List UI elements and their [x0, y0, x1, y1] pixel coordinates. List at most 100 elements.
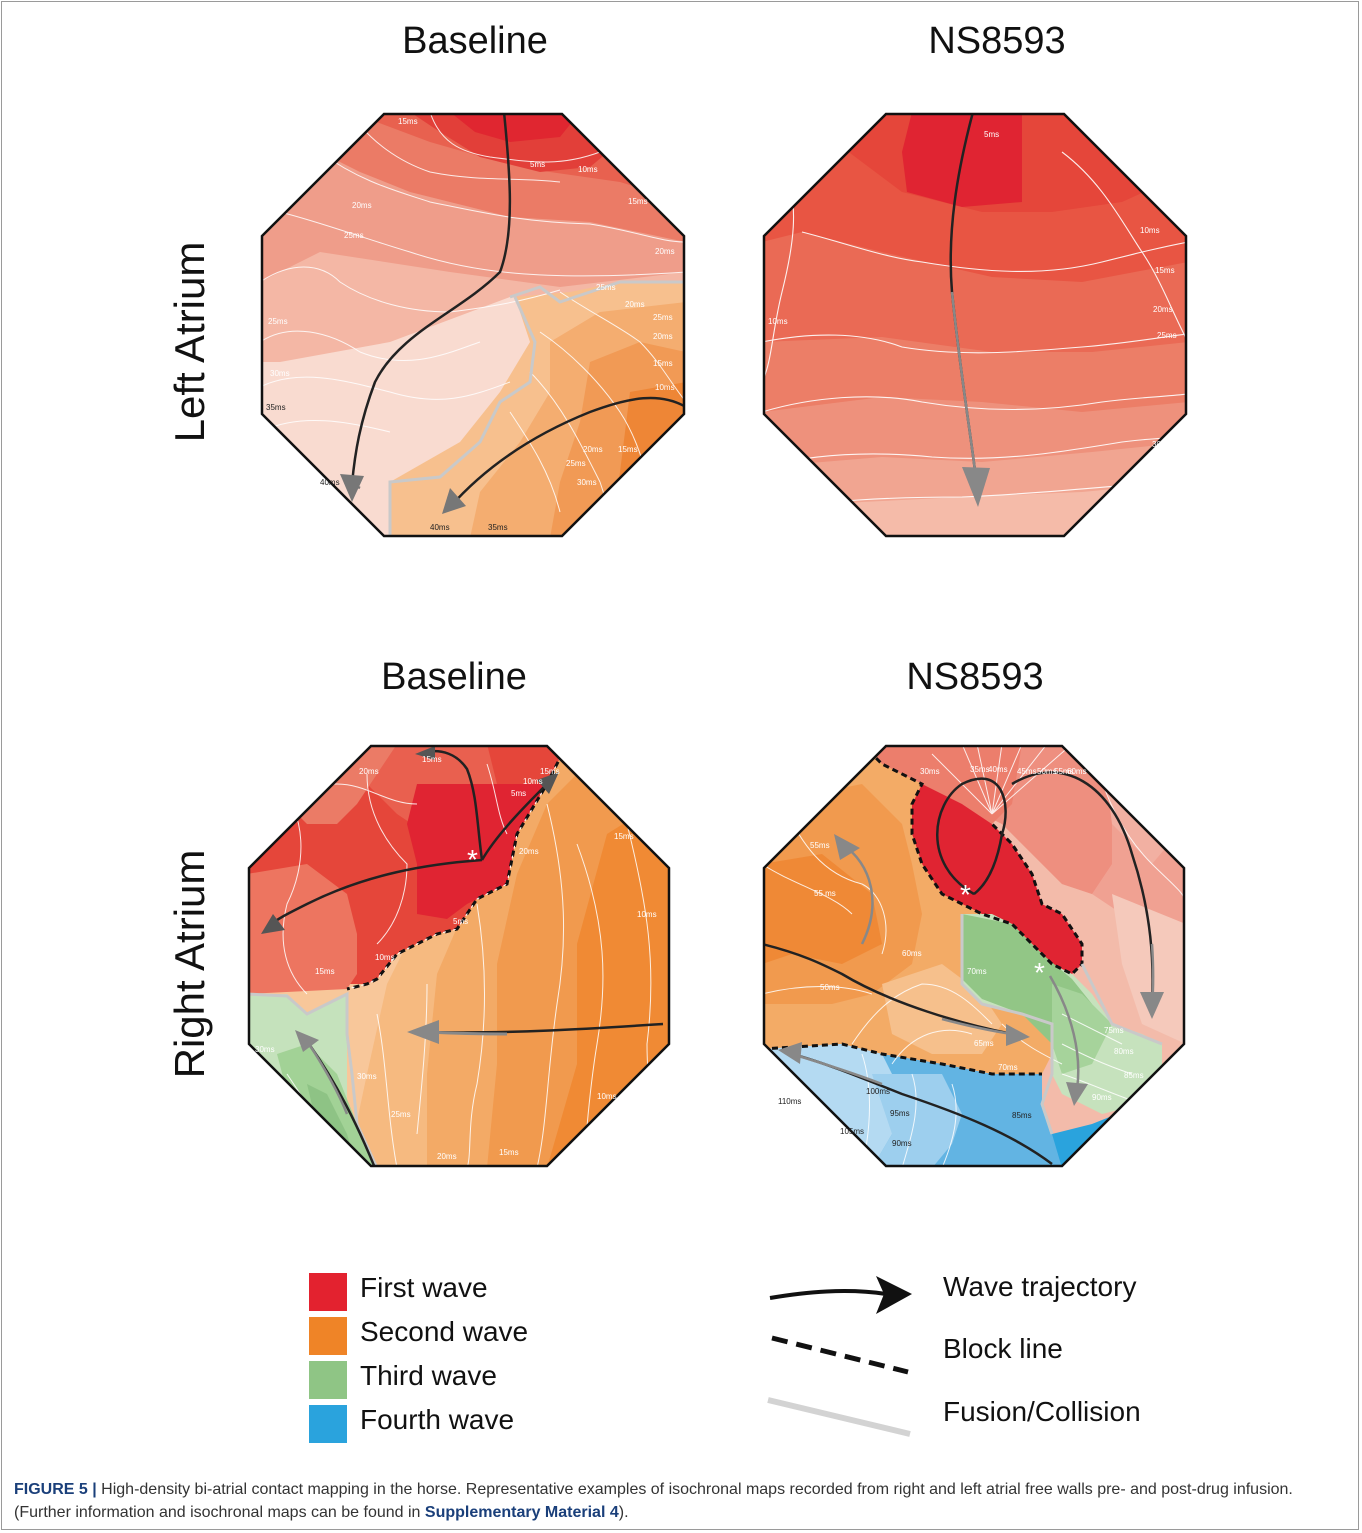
iso-label: 15ms [315, 967, 335, 976]
legend-block-line: Block line [943, 1333, 1063, 1364]
legend-fourth-wave: Fourth wave [360, 1404, 515, 1435]
iso-label: 10ms [655, 383, 675, 392]
iso-label: 105ms [840, 1127, 864, 1136]
wave-trajectory-symbol [769, 1276, 912, 1314]
legend-first-wave: First wave [360, 1272, 488, 1303]
iso-label: 15ms [628, 197, 648, 206]
iso-label: 35ms [488, 523, 508, 532]
iso-label: 15ms [614, 832, 634, 841]
iso-label: 60ms [902, 949, 922, 958]
iso-label: 60ms [1067, 767, 1087, 776]
iso-label: 85ms [1124, 1071, 1144, 1080]
iso-label: 30ms [255, 1045, 275, 1054]
title-la-ns8593: NS8593 [928, 20, 1066, 62]
iso-label: 5ms [984, 130, 999, 139]
title-la-baseline: Baseline [402, 20, 548, 62]
iso-label: 80ms [1114, 1047, 1134, 1056]
iso-label: 5ms [453, 917, 468, 926]
iso-label: 20ms [352, 201, 372, 210]
iso-label: 25ms [344, 231, 364, 240]
iso-label: 20ms [583, 445, 603, 454]
iso-label: 10ms [768, 317, 788, 326]
iso-label: 15ms [618, 445, 638, 454]
iso-label: 25ms [653, 313, 673, 322]
iso-label: 25ms [566, 459, 586, 468]
iso-label: 15ms [422, 755, 442, 764]
iso-label: 40ms [320, 478, 340, 487]
legend-wave-trajectory: Wave trajectory [943, 1271, 1137, 1302]
legend-fusion-collision: Fusion/Collision [943, 1396, 1141, 1427]
iso-label: 20ms [519, 847, 539, 856]
iso-label: 10ms [375, 953, 395, 962]
iso-label: 25ms [1157, 331, 1177, 340]
iso-label: 30ms [270, 369, 290, 378]
swatch-second-wave [309, 1317, 347, 1355]
iso-label: 10ms [578, 165, 598, 174]
iso-label: 20ms [655, 247, 675, 256]
iso-label: 40ms [430, 523, 450, 532]
iso-label: 25ms [391, 1110, 411, 1119]
iso-label: 5ms [511, 789, 526, 798]
swatch-fourth-wave [309, 1405, 347, 1443]
iso-label: 30ms [357, 1072, 377, 1081]
row-label-left-atrium: Left Atrium [166, 241, 213, 443]
fusion-collision-symbol [767, 1397, 911, 1437]
iso-label: 100ms [866, 1087, 890, 1096]
swatch-third-wave [309, 1361, 347, 1399]
initiation-asterisk: * [467, 844, 478, 875]
iso-label: 75ms [1104, 1026, 1124, 1035]
iso-label: 20ms [359, 767, 379, 776]
iso-label: 50ms [820, 983, 840, 992]
iso-label: 110ms [778, 1097, 801, 1106]
iso-label: 90ms [892, 1139, 912, 1148]
initiation-asterisk: * [960, 879, 971, 910]
iso-label: 20ms [625, 300, 645, 309]
supplementary-link[interactable]: Supplementary Material 4 [424, 1504, 619, 1521]
iso-label: 55ms [1054, 767, 1074, 776]
figure-caption: FIGURE 5 | High-density bi-atrial contac… [14, 1478, 1344, 1524]
iso-label: 40ms [988, 765, 1008, 774]
caption-text: High-density bi-atrial contact mapping i… [14, 1481, 1293, 1521]
iso-label: 15ms [499, 1148, 519, 1157]
iso-label: 50ms [1037, 767, 1057, 776]
iso-label: 95ms [890, 1109, 910, 1118]
iso-label: 35ms [1134, 493, 1154, 502]
legend-second-wave: Second wave [360, 1316, 529, 1347]
iso-label: 35ms [970, 765, 990, 774]
iso-label: 55 ms [814, 889, 836, 898]
iso-label: 55ms [810, 841, 830, 850]
iso-label: 15ms [653, 359, 673, 368]
map-la-ns8593: 5ms 10ms 15ms 10ms 20ms 25ms 30ms 35ms [762, 112, 1188, 538]
map-ra-baseline: * 20ms 15ms 15ms 10ms 5ms 15ms 20ms 5ms … [247, 744, 671, 1168]
iso-label: 35ms [266, 403, 286, 412]
map-la-baseline: 15ms 5ms 10ms 15ms 20ms 20ms 25ms 20ms 2… [260, 112, 686, 538]
iso-label: 15ms [540, 767, 560, 776]
iso-label: 25ms [596, 283, 616, 292]
title-ra-baseline: Baseline [381, 656, 527, 698]
iso-label: 30ms [920, 767, 940, 776]
iso-label: 90ms [1092, 1093, 1112, 1102]
iso-label: 70ms [967, 967, 987, 976]
block-line-symbol [771, 1335, 909, 1375]
initiation-asterisk: * [1034, 957, 1045, 988]
swatch-first-wave [309, 1273, 347, 1311]
title-ra-ns8593: NS8593 [906, 656, 1044, 698]
legend-third-wave: Third wave [360, 1360, 497, 1391]
iso-label: 20ms [653, 332, 673, 341]
iso-label: 30ms [1152, 440, 1172, 449]
iso-label: 5ms [530, 160, 545, 169]
iso-label: 10ms [1140, 226, 1160, 235]
iso-label: 20ms [437, 1152, 457, 1161]
iso-label: 85ms [1012, 1111, 1032, 1120]
iso-label: 70ms [998, 1063, 1018, 1072]
iso-label: 30ms [577, 478, 597, 487]
iso-label: 20ms [1153, 305, 1173, 314]
iso-label: 10ms [637, 910, 657, 919]
map-ra-ns8593: * * 30ms 35ms 40ms 45ms 50ms 55ms 60ms 5… [762, 744, 1186, 1168]
caption-end: ). [618, 1504, 629, 1521]
iso-label: 45ms [1017, 767, 1037, 776]
row-label-right-atrium: Right Atrium [166, 849, 213, 1079]
iso-label: 65ms [974, 1039, 994, 1048]
iso-label: 15ms [1155, 266, 1175, 275]
